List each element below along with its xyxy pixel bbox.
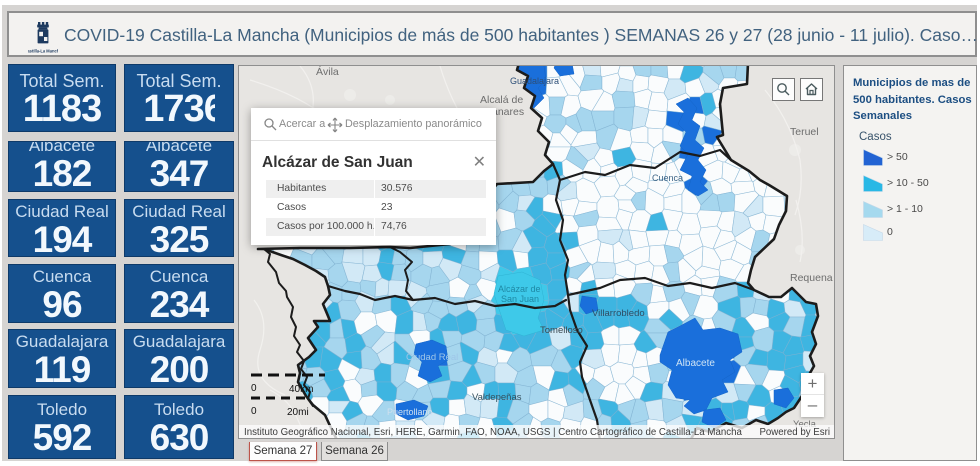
svg-text:20mi: 20mi bbox=[287, 407, 309, 418]
svg-text:0: 0 bbox=[251, 383, 257, 394]
svg-text:0: 0 bbox=[251, 406, 257, 417]
svg-text:40km: 40km bbox=[289, 384, 313, 395]
svg-text:Castilla-La Mancha: Castilla-La Mancha bbox=[28, 49, 58, 54]
